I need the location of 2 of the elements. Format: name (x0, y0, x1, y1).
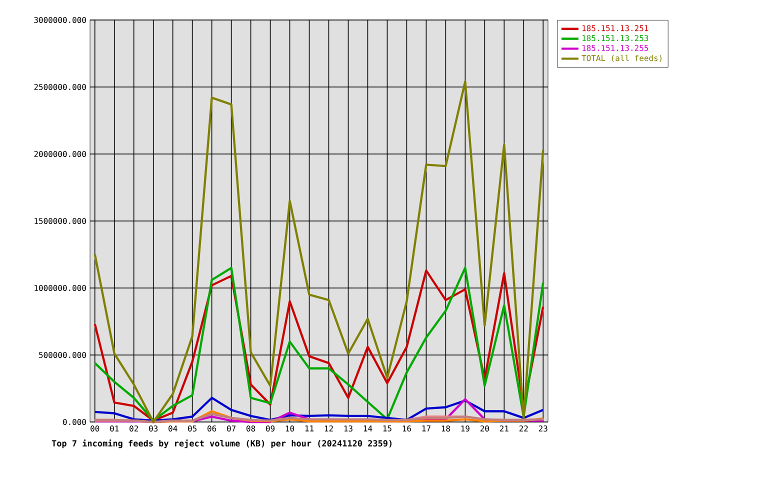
text: Top 7 incoming feeds by reject volume (KB) per hour (20241120 2359) (52, 440, 392, 448)
line-series (94, 80, 544, 424)
